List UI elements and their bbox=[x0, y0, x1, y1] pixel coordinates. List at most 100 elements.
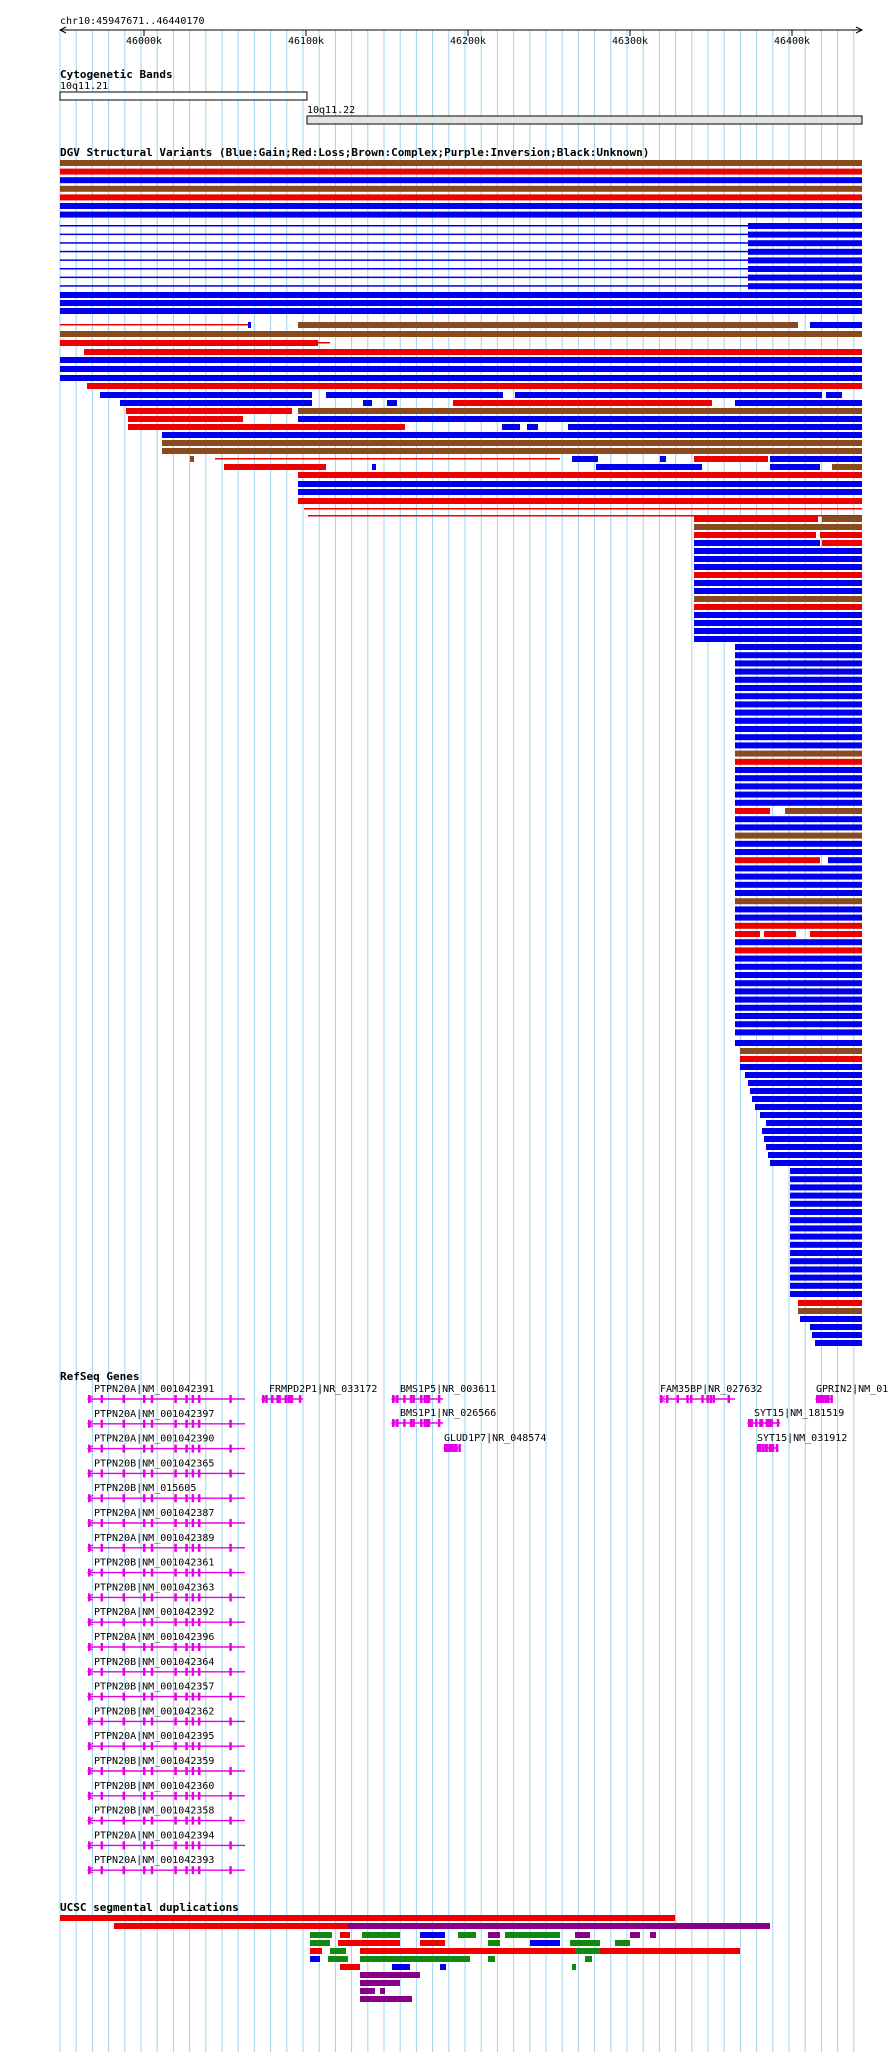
dgv-variant-gain[interactable] bbox=[735, 865, 862, 872]
refseq-gene-exon[interactable] bbox=[197, 1593, 201, 1602]
dgv-variant-gain[interactable] bbox=[735, 914, 862, 921]
refseq-gene-exon[interactable] bbox=[150, 1643, 154, 1651]
refseq-gene-exon[interactable] bbox=[191, 1643, 195, 1651]
refseq-gene-exon[interactable] bbox=[709, 1395, 713, 1403]
refseq-gene-exon[interactable] bbox=[174, 1469, 177, 1478]
refseq-gene-exon[interactable] bbox=[150, 1543, 154, 1552]
refseq-gene-exon[interactable] bbox=[150, 1519, 154, 1527]
segdup-feature-red[interactable] bbox=[360, 1948, 740, 1954]
refseq-gene-exon[interactable] bbox=[403, 1395, 406, 1403]
dgv-variant-gain[interactable] bbox=[735, 709, 862, 716]
refseq-gene-exon[interactable] bbox=[150, 1469, 154, 1478]
refseq-gene-exon[interactable] bbox=[748, 1419, 751, 1427]
refseq-gene-exon[interactable] bbox=[122, 1469, 126, 1478]
refseq-gene-exon[interactable] bbox=[100, 1841, 104, 1850]
refseq-gene-label[interactable]: PTPN20B|NM_001042365 bbox=[94, 1458, 214, 1469]
refseq-gene-exon[interactable] bbox=[701, 1395, 704, 1403]
refseq-gene-exon[interactable] bbox=[100, 1667, 104, 1676]
dgv-variant-gain[interactable] bbox=[735, 955, 862, 962]
segdup-feature-red[interactable] bbox=[338, 1940, 400, 1946]
dgv-variant-loss-span[interactable] bbox=[215, 458, 560, 460]
dgv-variant-gain[interactable] bbox=[568, 424, 862, 430]
dgv-variant-gain[interactable] bbox=[60, 211, 862, 218]
dgv-variant-gain[interactable] bbox=[748, 266, 862, 272]
refseq-gene-exon[interactable] bbox=[229, 1866, 232, 1875]
refseq-gene-exon[interactable] bbox=[817, 1395, 820, 1403]
refseq-gene-exon[interactable] bbox=[142, 1543, 146, 1552]
refseq-gene-exon[interactable] bbox=[150, 1866, 154, 1875]
refseq-gene-exon[interactable] bbox=[88, 1692, 91, 1701]
refseq-gene-exon[interactable] bbox=[289, 1395, 292, 1403]
refseq-gene-exon[interactable] bbox=[278, 1395, 281, 1403]
refseq-gene-exon[interactable] bbox=[122, 1742, 126, 1751]
refseq-gene-exon[interactable] bbox=[150, 1742, 154, 1751]
dgv-variant-gain[interactable] bbox=[60, 177, 862, 184]
refseq-gene-exon[interactable] bbox=[392, 1395, 395, 1403]
refseq-gene-exon[interactable] bbox=[185, 1593, 188, 1602]
dgv-variant-gain[interactable] bbox=[766, 1120, 862, 1126]
refseq-gene-exon[interactable] bbox=[445, 1444, 448, 1452]
dgv-variant-gain[interactable] bbox=[768, 1152, 862, 1158]
refseq-gene-exon[interactable] bbox=[122, 1568, 126, 1577]
dgv-variant-gain[interactable] bbox=[735, 1021, 862, 1028]
refseq-gene-exon[interactable] bbox=[100, 1469, 104, 1478]
refseq-gene-exon[interactable] bbox=[88, 1593, 91, 1602]
refseq-gene-exon[interactable] bbox=[191, 1767, 195, 1775]
refseq-gene-label[interactable]: FRMPD2P1|NR_033172 bbox=[269, 1384, 377, 1395]
refseq-gene-exon[interactable] bbox=[122, 1593, 126, 1602]
dgv-variant-gain[interactable] bbox=[790, 1176, 862, 1183]
segdup-feature-green[interactable] bbox=[585, 1956, 592, 1962]
dgv-variant-gain[interactable] bbox=[750, 1088, 862, 1094]
dgv-variant-gain[interactable] bbox=[745, 1072, 862, 1078]
dgv-variant-gain[interactable] bbox=[735, 881, 862, 888]
dgv-variant-gain[interactable] bbox=[735, 890, 862, 896]
refseq-gene-exon[interactable] bbox=[229, 1593, 232, 1602]
refseq-gene-exon[interactable] bbox=[776, 1419, 780, 1427]
refseq-gene-exon[interactable] bbox=[197, 1395, 201, 1403]
refseq-gene-exon[interactable] bbox=[122, 1444, 126, 1453]
refseq-gene-exon[interactable] bbox=[822, 1395, 825, 1403]
dgv-variant-gain-span[interactable] bbox=[60, 250, 748, 253]
refseq-gene-exon[interactable] bbox=[185, 1419, 188, 1428]
dgv-variant-gain[interactable] bbox=[694, 612, 862, 618]
refseq-gene-exon[interactable] bbox=[191, 1717, 195, 1726]
refseq-gene-exon[interactable] bbox=[150, 1767, 154, 1775]
refseq-gene-exon[interactable] bbox=[122, 1494, 126, 1503]
dgv-variant-gain[interactable] bbox=[790, 1184, 862, 1191]
refseq-gene-exon[interactable] bbox=[100, 1816, 104, 1825]
refseq-gene-exon[interactable] bbox=[150, 1717, 154, 1726]
refseq-gene-exon[interactable] bbox=[142, 1444, 146, 1453]
refseq-gene-exon[interactable] bbox=[150, 1444, 154, 1453]
refseq-gene-exon[interactable] bbox=[423, 1395, 427, 1403]
refseq-gene-exon[interactable] bbox=[88, 1742, 91, 1751]
dgv-variant-gain[interactable] bbox=[770, 464, 820, 470]
refseq-gene-exon[interactable] bbox=[769, 1419, 772, 1427]
segdup-feature-red[interactable] bbox=[420, 1940, 445, 1946]
cytoband-10q11-21[interactable] bbox=[59, 91, 308, 101]
refseq-gene-exon[interactable] bbox=[444, 1444, 447, 1452]
refseq-gene-exon[interactable] bbox=[666, 1395, 669, 1403]
dgv-variant-gain[interactable] bbox=[735, 783, 862, 790]
refseq-gene-exon[interactable] bbox=[290, 1395, 294, 1403]
refseq-gene-label[interactable]: PTPN20B|NM_001042362 bbox=[94, 1706, 214, 1717]
refseq-gene-exon[interactable] bbox=[122, 1717, 126, 1726]
dgv-variant-gain[interactable] bbox=[815, 1340, 862, 1346]
dgv-variant-gain-span[interactable] bbox=[60, 285, 748, 287]
dgv-variant-loss[interactable] bbox=[60, 194, 862, 201]
dgv-variant-gain[interactable] bbox=[790, 1200, 862, 1207]
dgv-variant-complex[interactable] bbox=[298, 322, 798, 328]
refseq-gene-exon[interactable] bbox=[830, 1395, 833, 1403]
dgv-variant-gain[interactable] bbox=[60, 375, 862, 381]
refseq-gene-exon[interactable] bbox=[174, 1791, 177, 1800]
dgv-variant-gain[interactable] bbox=[810, 1324, 862, 1330]
dgv-variant-gain[interactable] bbox=[790, 1233, 862, 1240]
refseq-gene-exon[interactable] bbox=[197, 1568, 201, 1577]
dgv-variant-loss-span[interactable] bbox=[308, 515, 862, 517]
refseq-gene-exon[interactable] bbox=[197, 1767, 201, 1775]
dgv-variant-loss[interactable] bbox=[735, 947, 862, 954]
refseq-gene-exon[interactable] bbox=[191, 1519, 195, 1527]
refseq-gene-exon[interactable] bbox=[191, 1494, 195, 1503]
refseq-gene-exon[interactable] bbox=[229, 1717, 232, 1726]
dgv-variant-gain[interactable] bbox=[735, 939, 862, 946]
refseq-gene-exon[interactable] bbox=[100, 1593, 104, 1602]
